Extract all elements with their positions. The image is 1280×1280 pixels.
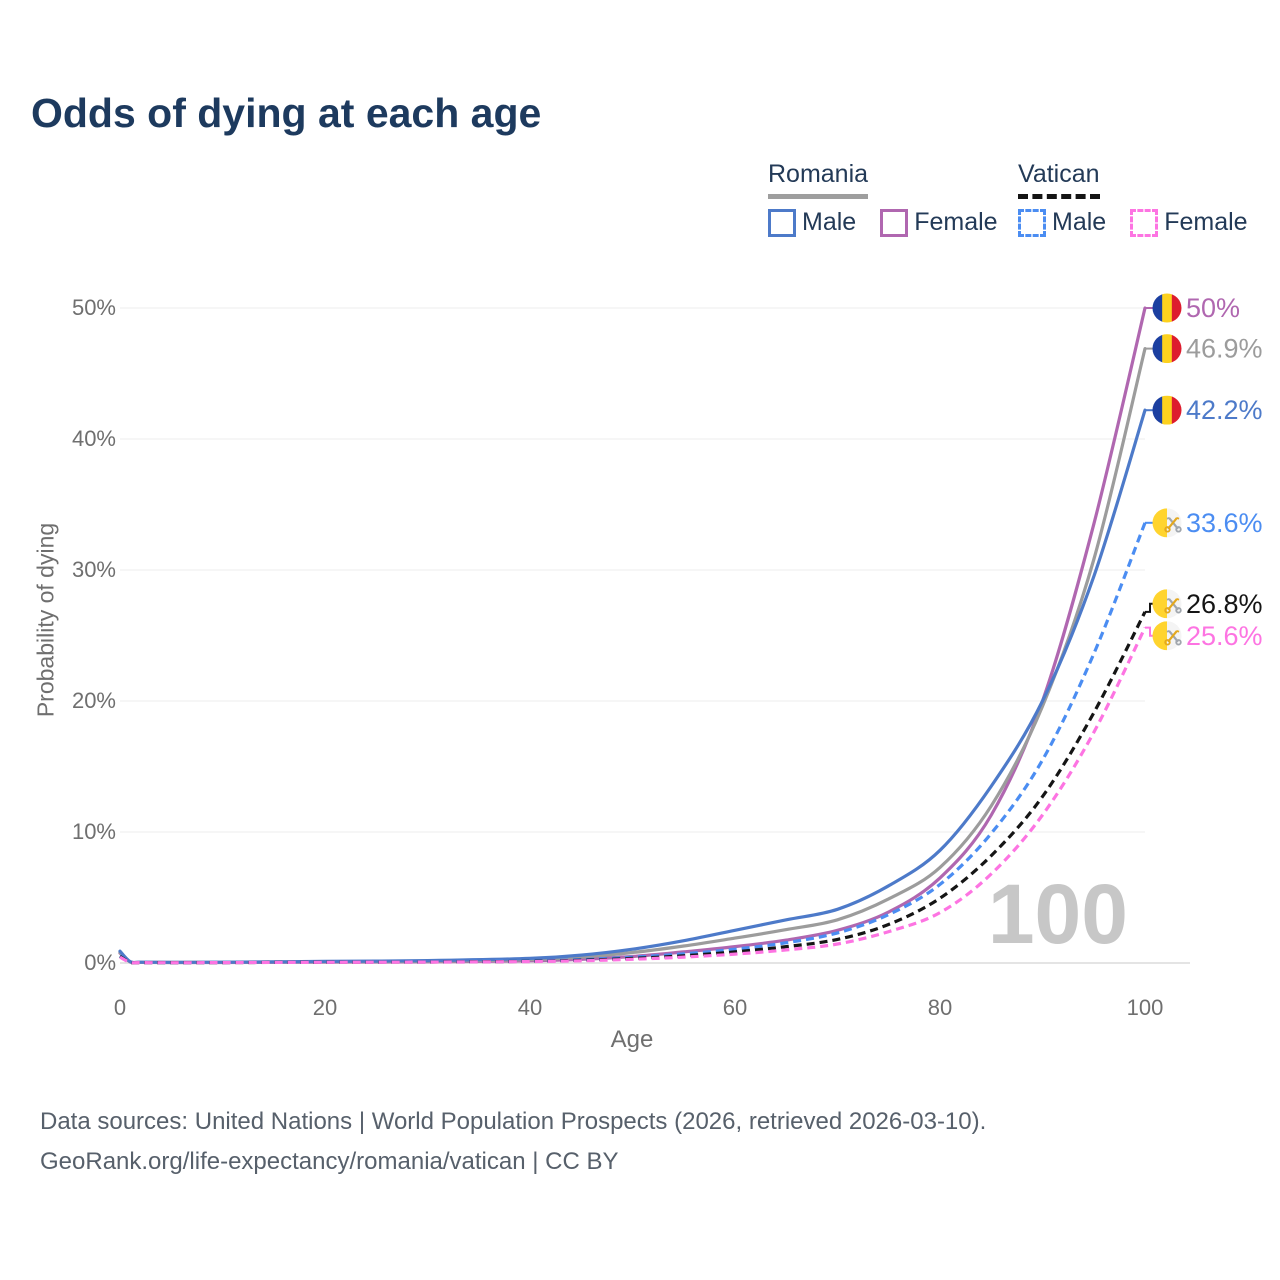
series-end-label: 33.6% bbox=[1186, 508, 1263, 538]
x-tick-label: 40 bbox=[517, 995, 543, 1020]
series-line-romania-both bbox=[118, 347, 1147, 965]
y-tick-label: 20% bbox=[71, 688, 116, 713]
legend-item-vatican-male[interactable]: Male bbox=[1018, 208, 1106, 237]
footer-attribution-link: GeoRank.org/life-expectancy/romania/vati… bbox=[40, 1148, 619, 1175]
x-tick-label: 80 bbox=[927, 995, 953, 1020]
x-tick-label: 20 bbox=[312, 995, 338, 1020]
series-end-label: 46.9% bbox=[1186, 334, 1263, 364]
series-end-label: 50% bbox=[1186, 293, 1240, 323]
legend-item-romania-male[interactable]: Male bbox=[768, 208, 856, 237]
legend-item-vatican-female[interactable]: Female bbox=[1130, 208, 1248, 237]
vatican-flag-icon bbox=[1152, 508, 1182, 538]
romania-flag-icon bbox=[1152, 293, 1182, 323]
romania-male-swatch-icon bbox=[768, 208, 796, 237]
legend-title-romania: Romania bbox=[768, 160, 869, 199]
x-tick-label: 100 bbox=[1126, 995, 1164, 1020]
series-end-label: 26.8% bbox=[1186, 589, 1263, 619]
y-tick-label: 50% bbox=[71, 295, 116, 320]
series-end-label: 25.6% bbox=[1186, 621, 1263, 651]
legend-label: Female bbox=[1164, 208, 1248, 236]
series-line-vatican-male bbox=[119, 522, 1147, 965]
series-line-vatican-female bbox=[119, 626, 1147, 965]
age-watermark: 100 bbox=[987, 867, 1128, 961]
legend-group-vatican: Vatican Male Female bbox=[1018, 160, 1248, 237]
footer-data-sources: Data sources: United Nations | World Pop… bbox=[40, 1108, 987, 1135]
y-tick-label: 10% bbox=[71, 819, 116, 844]
y-tick-label: 40% bbox=[71, 426, 116, 451]
x-tick-label: 0 bbox=[113, 995, 127, 1020]
vatican-flag-icon bbox=[1152, 589, 1182, 619]
romania-female-swatch-icon bbox=[880, 208, 909, 237]
vatican-male-swatch-icon bbox=[1018, 208, 1046, 237]
end-label-leader bbox=[1145, 602, 1153, 613]
romania-flag-icon bbox=[1152, 334, 1182, 364]
series-line-romania-female bbox=[118, 306, 1147, 965]
x-axis-title: Age bbox=[610, 1026, 654, 1053]
x-tick-label: 60 bbox=[722, 995, 748, 1020]
y-tick-label: 30% bbox=[71, 557, 116, 582]
legend-label: Male bbox=[1052, 208, 1107, 236]
series-end-label: 42.2% bbox=[1186, 395, 1263, 425]
page-title: Odds of dying at each age bbox=[31, 90, 542, 136]
series-line-romania-male bbox=[118, 408, 1147, 965]
legend-group-romania: Romania Male Female bbox=[768, 160, 998, 237]
end-label-leader bbox=[1145, 626, 1153, 637]
y-tick-label: 0% bbox=[84, 950, 116, 975]
legend-label: Male bbox=[802, 208, 857, 236]
legend-label: Female bbox=[914, 208, 998, 236]
vatican-flag-icon bbox=[1152, 621, 1182, 651]
legend-title-vatican: Vatican bbox=[1018, 160, 1100, 199]
legend-item-romania-female[interactable]: Female bbox=[880, 208, 998, 237]
romania-flag-icon bbox=[1152, 395, 1182, 425]
vatican-female-swatch-icon bbox=[1130, 208, 1159, 237]
